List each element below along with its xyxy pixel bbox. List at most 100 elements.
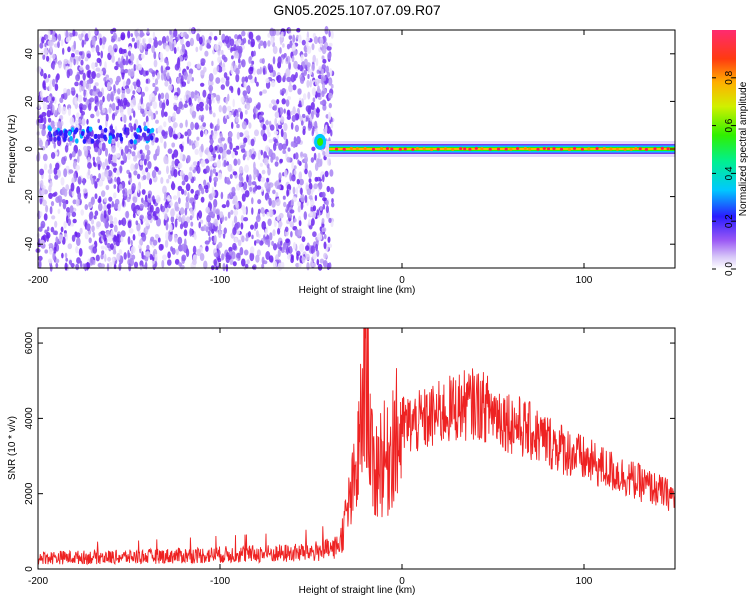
ridge-peak [595,147,599,150]
noise-speckle [180,32,184,38]
noise-speckle [253,50,256,57]
noise-speckle [171,153,175,160]
noise-speckle [166,72,170,80]
colorbar: 0.0 0.2 0.4 0.6 0.8 Normalized spectral ampl… [712,30,749,276]
noise-speckle [173,28,178,38]
noise-speckle [77,94,83,103]
noise-speckle [204,158,210,164]
noise-speckle [38,226,43,232]
noise-speckle [127,236,131,245]
noise-speckle [168,204,171,209]
noise-speckle [265,120,270,126]
noise-speckle [259,162,263,167]
noise-speckle [200,69,206,76]
noise-speckle [131,37,135,42]
noise-speckle [166,35,170,42]
snr-x-ticks: -200 -100 0 100 [28,328,593,587]
noise-speckle [289,221,295,228]
noise-speckle [132,90,136,95]
y-tick-label: 2000 [24,482,35,505]
noise-speckle [124,68,129,74]
noise-speckle [45,232,51,239]
noise-speckle [290,199,294,206]
noise-speckle [133,83,137,90]
ridge-peak [546,147,551,151]
noise-speckle [163,212,168,221]
noise-speckle [291,55,295,63]
noise-speckle [259,91,263,96]
noise-speckle [100,263,105,269]
noise-speckle [106,81,111,91]
noise-speckle [52,104,55,114]
noise-speckle [317,85,320,93]
noise-speckle [306,79,310,88]
noise-speckle [190,91,195,99]
noise-speckle [311,43,315,51]
noise-speckle [314,194,318,202]
noise-speckle [139,160,143,166]
noise-speckle [78,33,82,40]
x-tick-label: -100 [210,275,230,286]
noise-speckle [92,156,96,162]
noise-speckle [231,186,236,194]
noise-speckle [120,32,126,41]
noise-speckle [192,245,197,254]
noise-speckle [117,88,121,95]
noise-speckle [293,165,297,170]
noise-speckle [275,30,281,36]
noise-speckle [202,89,207,98]
noise-speckle [178,216,182,222]
noise-speckle [255,239,261,244]
noise-speckle [273,218,277,228]
noise-speckle [218,105,222,113]
noise-speckle [249,186,253,192]
noise-speckle [136,173,141,180]
noise-speckle [220,191,224,200]
noise-speckle [267,40,271,47]
noise-speckle [195,165,199,172]
colorbar-ticks: 0.0 0.2 0.4 0.6 0.8 [712,70,736,276]
noise-speckle [271,240,274,246]
noise-speckle [321,90,325,98]
noise-speckle [278,212,284,219]
noise-speckle [287,28,291,34]
noise-speckle [306,262,310,271]
noise-speckle [230,86,234,94]
noise-speckle [104,158,108,166]
noise-speckle [293,242,296,250]
noise-speckle [88,211,94,220]
noise-speckle [245,102,251,111]
noise-speckle [272,56,276,65]
noise-speckle [273,142,277,151]
noise-speckle [48,102,53,109]
noise-speckle [269,232,273,241]
noise-speckle [179,143,183,150]
noise-speckle [152,82,156,88]
noise-speckle [112,250,117,255]
noise-speckle [77,176,82,185]
noise-speckle [165,222,169,231]
noise-speckle [236,252,241,259]
noise-speckle [69,153,72,161]
noise-speckle [311,73,314,78]
noise-speckle [176,77,181,84]
noise-speckle [71,177,75,185]
noise-speckle [47,258,53,264]
noise-speckle [243,137,248,143]
noise-speckle [276,215,280,221]
ridge-peak [371,147,376,151]
noise-speckle [127,220,132,229]
noise-speckle [90,196,95,205]
noise-speckle [289,40,293,49]
noise-speckle [54,83,59,91]
noise-speckle [117,202,121,212]
ridge-peak [653,147,657,151]
noise-speckle [231,121,234,129]
noise-speckle [263,151,267,160]
noise-speckle [115,240,120,247]
noise-speckle [49,206,53,215]
noise-speckle [239,111,243,120]
noise-speckle [137,210,141,216]
noise-speckle [126,88,131,94]
noise-speckle [312,205,317,212]
